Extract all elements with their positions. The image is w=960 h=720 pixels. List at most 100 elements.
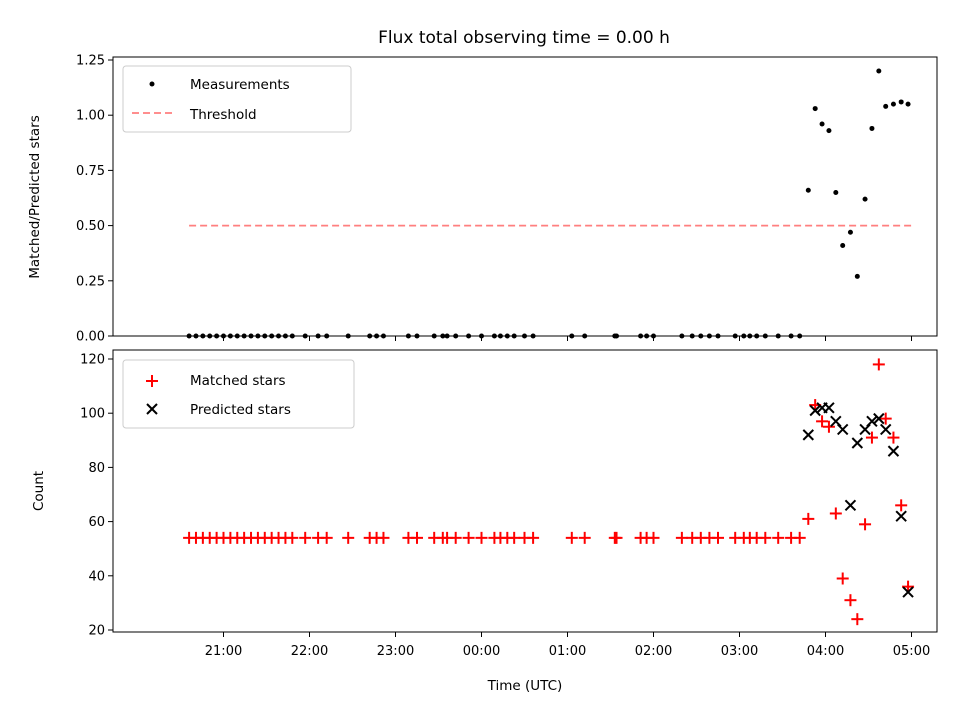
matched-point: [836, 572, 849, 585]
predicted-point: [887, 445, 900, 457]
top-y-tick-label: 1.00: [76, 109, 105, 124]
matched-point: [772, 531, 785, 544]
matched-point: [286, 531, 299, 544]
matched-point: [377, 531, 390, 544]
measurement-point: [826, 128, 832, 134]
predicted-point: [809, 404, 821, 417]
matched-point: [320, 531, 333, 544]
bottom-legend: Matched stars Predicted stars: [122, 359, 355, 429]
x-axis-label: Time (UTC): [487, 678, 563, 694]
measurement-point: [847, 229, 853, 235]
x-tick-label: 23:00: [377, 644, 414, 659]
bottom-y-tick-label: 20: [88, 624, 105, 639]
matched-point: [508, 531, 521, 544]
predicted-point: [851, 437, 864, 449]
legend-matched-marker: [146, 375, 158, 387]
matched-point: [449, 531, 462, 544]
matched-point: [802, 512, 815, 525]
x-tick-label: 00:00: [463, 644, 500, 659]
measurement-point: [876, 68, 882, 74]
matched-point: [887, 431, 900, 444]
measurement-point: [812, 106, 818, 112]
bottom-panel: 20 40 60 80 100 120 21:00 22:00 23:00 00:00 01:00 0…: [80, 353, 930, 660]
legend-measurements-label: Measurements: [190, 77, 290, 93]
measurement-point: [862, 196, 868, 202]
x-tick-label: 03:00: [721, 644, 758, 659]
matched-point: [879, 412, 892, 425]
measurement-point: [883, 103, 889, 109]
predicted-point: [802, 429, 815, 441]
predicted-point: [873, 412, 885, 425]
matched-point: [844, 594, 857, 607]
predicted-point: [879, 423, 892, 436]
top-panel: 0.00 0.25 0.50 0.75 1.00 1.25: [76, 54, 912, 345]
chart-title: Flux total observing time = 0.00 h: [378, 28, 670, 48]
matched-point: [712, 531, 724, 544]
matched-point: [342, 531, 355, 544]
top-y-tick-label: 0.25: [76, 274, 105, 289]
legend-threshold-label: Threshold: [189, 107, 257, 123]
predicted-point: [844, 499, 857, 512]
matched-point: [527, 531, 540, 544]
predicted-point: [866, 415, 878, 428]
bottom-y-tick-label: 120: [80, 353, 105, 368]
x-tick-label: 22:00: [291, 644, 328, 659]
predicted-point: [902, 586, 914, 598]
x-tick-label: 05:00: [893, 644, 930, 659]
matched-point: [822, 420, 835, 433]
top-y-tick-label: 0.50: [76, 219, 105, 234]
matched-point: [816, 415, 829, 428]
matched-point: [411, 531, 423, 544]
measurement-point: [840, 242, 846, 248]
measurement-point: [869, 125, 875, 131]
predicted-point: [823, 402, 835, 414]
legend-measurements-marker: [149, 81, 155, 87]
matched-point: [851, 613, 864, 626]
top-axes-frame: [112, 56, 938, 337]
measurement-point: [805, 187, 811, 193]
matched-point: [462, 531, 475, 544]
top-y-axis-label: Matched/Predicted stars: [27, 115, 43, 278]
x-tick-label: 04:00: [807, 644, 844, 659]
matched-point: [859, 518, 872, 531]
bottom-y-tick-label: 100: [80, 407, 105, 422]
matched-point: [872, 358, 885, 371]
predicted-point: [895, 510, 907, 522]
matched-point: [475, 531, 488, 544]
bottom-y-axis-label: Count: [31, 471, 47, 511]
x-tick-label: 02:00: [635, 644, 672, 659]
matched-point: [647, 531, 660, 544]
x-tick-label: 21:00: [205, 644, 242, 659]
matched-point: [829, 507, 842, 520]
top-y-tick-label: 1.25: [76, 54, 105, 69]
measurement-point: [819, 121, 825, 127]
matched-point: [565, 531, 578, 544]
matched-point: [793, 531, 806, 544]
top-legend: Measurements Threshold: [122, 65, 352, 133]
measurement-point: [905, 101, 911, 107]
measurement-point: [890, 101, 896, 107]
top-y-tick-label: 0.75: [76, 164, 105, 179]
bottom-axes-frame: [112, 349, 938, 633]
predicted-point: [836, 423, 849, 436]
matched-point: [865, 431, 878, 444]
matched-point: [610, 531, 623, 544]
legend-matched-label: Matched stars: [190, 373, 286, 389]
legend-predicted-marker: [146, 403, 158, 415]
bottom-y-tick-label: 80: [88, 461, 105, 476]
measurement-point: [854, 273, 860, 279]
matched-point: [902, 580, 915, 593]
measurement-point: [898, 99, 904, 105]
matched-point: [759, 531, 772, 544]
matched-point: [299, 531, 312, 544]
matched-point: [675, 531, 688, 544]
x-tick-label: 01:00: [549, 644, 586, 659]
matched-point: [578, 531, 591, 544]
bottom-y-tick-label: 60: [88, 515, 105, 530]
matched-point: [895, 499, 908, 512]
top-y-tick-label: 0.00: [76, 330, 105, 345]
measurement-point: [833, 189, 839, 195]
bottom-y-tick-label: 40: [88, 569, 105, 584]
legend-predicted-label: Predicted stars: [190, 402, 291, 418]
